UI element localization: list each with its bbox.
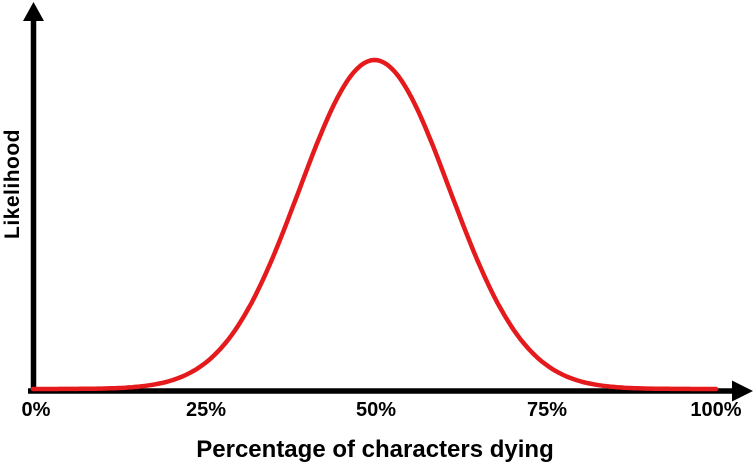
x-tick-label-75: 75% — [526, 399, 568, 421]
x-tick-label-25: 25% — [185, 399, 227, 421]
x-axis-arrowhead-icon — [732, 380, 753, 402]
y-axis-label: Likelihood — [1, 129, 24, 239]
x-axis-label: Percentage of characters dying — [196, 436, 554, 463]
x-tick-label-50: 50% — [355, 399, 397, 421]
x-tick-label-100: 100% — [690, 399, 742, 421]
y-axis-arrowhead-icon — [23, 2, 44, 21]
x-tick-label-0: 0% — [21, 399, 51, 421]
likelihood-curve — [30, 57, 719, 392]
